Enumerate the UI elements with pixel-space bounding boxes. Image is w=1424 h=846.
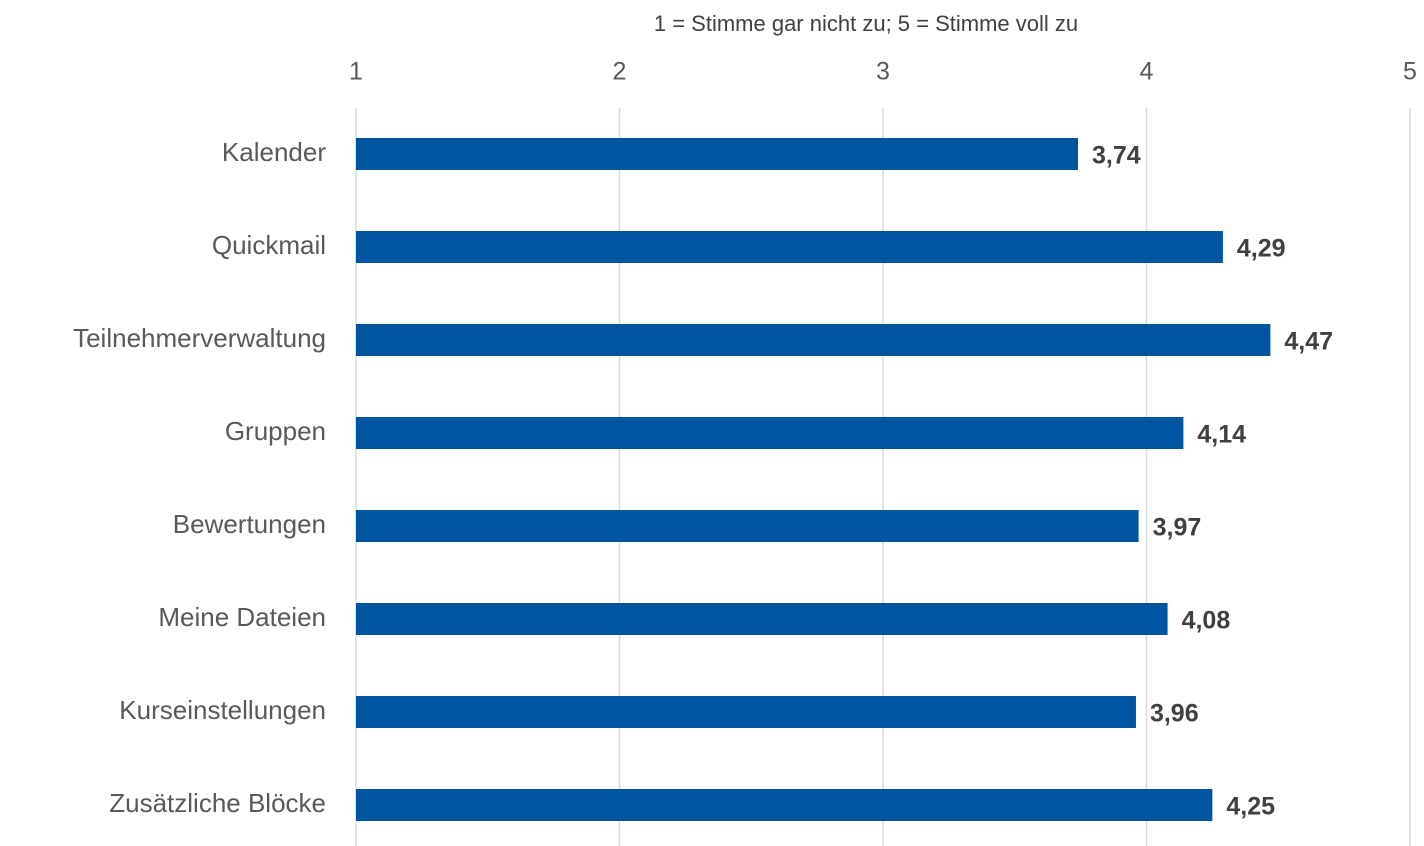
bar bbox=[356, 603, 1168, 635]
category-label: Kurseinstellungen bbox=[119, 695, 326, 725]
value-label: 3,74 bbox=[1092, 142, 1141, 170]
x-tick-label: 1 bbox=[349, 58, 363, 86]
value-label: 4,14 bbox=[1197, 421, 1246, 449]
category-label: Meine Dateien bbox=[158, 602, 326, 632]
bar bbox=[356, 324, 1271, 356]
x-tick-label: 5 bbox=[1403, 58, 1417, 86]
value-label: 4,47 bbox=[1284, 328, 1333, 356]
value-label: 4,25 bbox=[1226, 793, 1275, 821]
bar bbox=[356, 138, 1078, 170]
bar bbox=[356, 231, 1223, 263]
x-tick-label: 4 bbox=[1140, 58, 1154, 86]
bar bbox=[356, 417, 1184, 449]
axis-title: 1 = Stimme gar nicht zu; 5 = Stimme voll… bbox=[654, 11, 1078, 36]
value-label: 4,08 bbox=[1182, 607, 1231, 635]
category-label: Zusätzliche Blöcke bbox=[109, 788, 326, 818]
bar bbox=[356, 510, 1139, 542]
category-label: Bewertungen bbox=[173, 509, 326, 539]
category-label: Gruppen bbox=[225, 416, 326, 446]
x-tick-label: 2 bbox=[613, 58, 627, 86]
bar bbox=[356, 696, 1136, 728]
bar bbox=[356, 789, 1213, 821]
value-label: 4,29 bbox=[1237, 235, 1286, 263]
category-label: Teilnehmerverwaltung bbox=[73, 323, 326, 353]
value-label: 3,97 bbox=[1153, 514, 1202, 542]
category-label: Quickmail bbox=[212, 230, 326, 260]
x-tick-label: 3 bbox=[876, 58, 890, 86]
value-label: 3,96 bbox=[1150, 700, 1199, 728]
category-label: Kalender bbox=[222, 137, 326, 167]
